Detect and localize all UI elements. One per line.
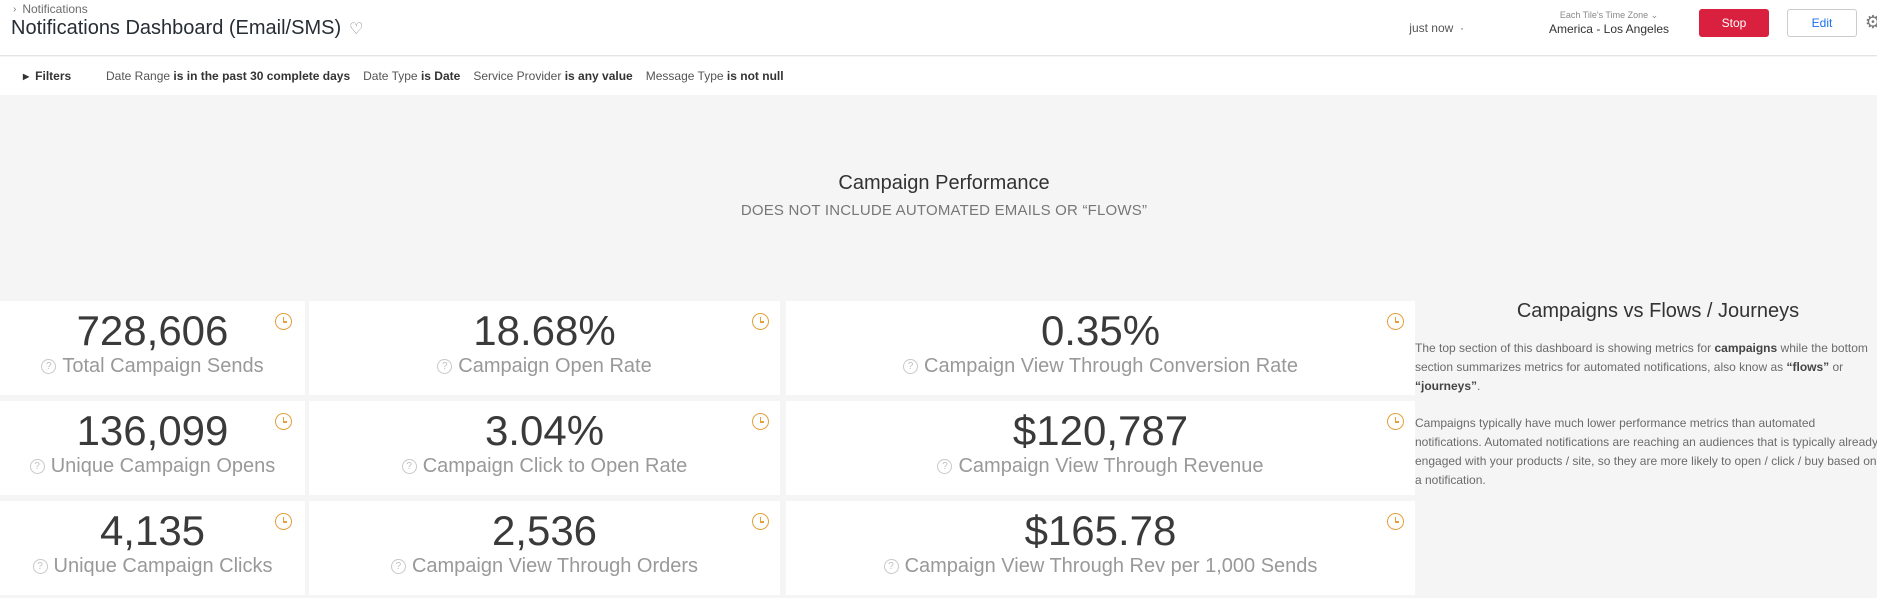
clock-icon[interactable] — [275, 313, 292, 330]
help-icon[interactable]: ? — [401, 459, 417, 474]
tile-campaign-open-rate[interactable]: 18.68% ? Campaign Open Rate — [309, 301, 780, 395]
dashboard-header: › Notifications Notifications Dashboard … — [0, 0, 1877, 56]
chevron-right-icon: › — [13, 3, 17, 15]
stop-button[interactable]: Stop — [1699, 9, 1769, 37]
tile-label: ? Campaign View Through Conversion Rate — [786, 355, 1415, 378]
tile-view-through-rev-per-1000[interactable]: $165.78 ? Campaign View Through Rev per 1… — [786, 501, 1415, 595]
timezone-value: America - Los Angeles — [1548, 22, 1670, 36]
tile-value: $165.78 — [1024, 507, 1177, 554]
tile-label: ? Total Campaign Sends — [0, 355, 305, 378]
page-title: Notifications Dashboard (Email/SMS) — [11, 17, 342, 39]
caret-right-icon: ▶ — [23, 71, 30, 81]
clock-icon[interactable] — [752, 513, 769, 530]
tile-value: 0.35% — [1040, 307, 1161, 354]
side-paragraph-1: The top section of this dashboard is sho… — [1415, 341, 1868, 393]
breadcrumb[interactable]: › Notifications — [13, 2, 88, 16]
tile-value: $120,787 — [1012, 407, 1189, 454]
filter-message-type[interactable]: Message Type is not null — [645, 69, 784, 83]
breadcrumb-label[interactable]: Notifications — [22, 2, 88, 16]
title-row: Notifications Dashboard (Email/SMS) ♡ — [11, 17, 363, 40]
clock-icon[interactable] — [275, 413, 292, 430]
help-icon[interactable]: ? — [437, 359, 453, 374]
tile-value: 18.68% — [473, 307, 616, 354]
clock-icon[interactable] — [1387, 313, 1404, 330]
gear-icon[interactable]: ⚙ — [1864, 12, 1877, 32]
last-updated: just now · — [1409, 21, 1464, 35]
tile-unique-campaign-clicks[interactable]: 4,135 ? Unique Campaign Clicks — [0, 501, 305, 595]
filters-label: Filters — [35, 69, 72, 83]
tile-unique-campaign-opens[interactable]: 136,099 ? Unique Campaign Opens — [0, 401, 305, 495]
help-icon[interactable]: ? — [937, 459, 953, 474]
filter-service-provider[interactable]: Service Provider is any value — [473, 69, 633, 83]
help-icon[interactable]: ? — [32, 559, 48, 574]
text-tile-campaigns-vs-flows: Campaigns vs Flows / Journeys The top se… — [1415, 300, 1877, 508]
tile-value: 2,536 — [491, 507, 598, 554]
filters-toggle[interactable]: ▶ Filters — [23, 69, 106, 83]
filters-bar: ▶ Filters Date Range is in the past 30 c… — [0, 57, 1877, 95]
help-icon[interactable]: ? — [29, 459, 45, 474]
tile-value: 3.04% — [484, 407, 605, 454]
edit-button[interactable]: Edit — [1787, 9, 1857, 37]
tile-view-through-orders[interactable]: 2,536 ? Campaign View Through Orders — [309, 501, 780, 595]
timezone-selector[interactable]: Each Tile's Time Zone ⌄ America - Los An… — [1544, 10, 1674, 36]
clock-icon[interactable] — [752, 313, 769, 330]
help-icon[interactable]: ? — [390, 559, 406, 574]
tile-value: 4,135 — [99, 507, 206, 554]
heart-icon[interactable]: ♡ — [349, 20, 364, 38]
clock-icon[interactable] — [1387, 513, 1404, 530]
tile-view-through-revenue[interactable]: $120,787 ? Campaign View Through Revenue — [786, 401, 1415, 495]
tile-label: ? Unique Campaign Opens — [0, 455, 305, 478]
section-title: Campaign Performance — [838, 172, 1050, 194]
tile-value: 136,099 — [76, 407, 229, 454]
clock-icon[interactable] — [275, 513, 292, 530]
help-icon[interactable]: ? — [883, 559, 899, 574]
tile-value: 728,606 — [76, 307, 229, 354]
side-title: Campaigns vs Flows / Journeys — [1516, 300, 1800, 322]
chevron-down-icon: ⌄ — [1650, 10, 1659, 20]
tile-label: ? Unique Campaign Clicks — [0, 555, 305, 578]
tile-label: ? Campaign View Through Orders — [309, 555, 780, 578]
clock-icon[interactable] — [1387, 413, 1404, 430]
section-subtitle: DOES NOT INCLUDE AUTOMATED EMAILS OR “FL… — [740, 202, 1148, 219]
filter-date-type[interactable]: Date Type is Date — [363, 69, 461, 83]
side-paragraph-2: Campaigns typically have much lower perf… — [1415, 416, 1877, 487]
tile-label: ? Campaign Open Rate — [309, 355, 780, 378]
timezone-caption: Each Tile's Time Zone ⌄ — [1559, 10, 1659, 20]
help-icon[interactable]: ? — [41, 359, 57, 374]
tile-label: ? Campaign View Through Revenue — [786, 455, 1415, 478]
tile-label: ? Campaign Click to Open Rate — [309, 455, 780, 478]
tile-label: ? Campaign View Through Rev per 1,000 Sen… — [786, 555, 1415, 578]
clock-icon[interactable] — [752, 413, 769, 430]
tile-click-to-open-rate[interactable]: 3.04% ? Campaign Click to Open Rate — [309, 401, 780, 495]
tile-total-campaign-sends[interactable]: 728,606 ? Total Campaign Sends — [0, 301, 305, 395]
tile-view-through-conversion-rate[interactable]: 0.35% ? Campaign View Through Conversion … — [786, 301, 1415, 395]
filter-date-range[interactable]: Date Range is in the past 30 complete da… — [106, 69, 351, 83]
help-icon[interactable]: ? — [903, 359, 919, 374]
